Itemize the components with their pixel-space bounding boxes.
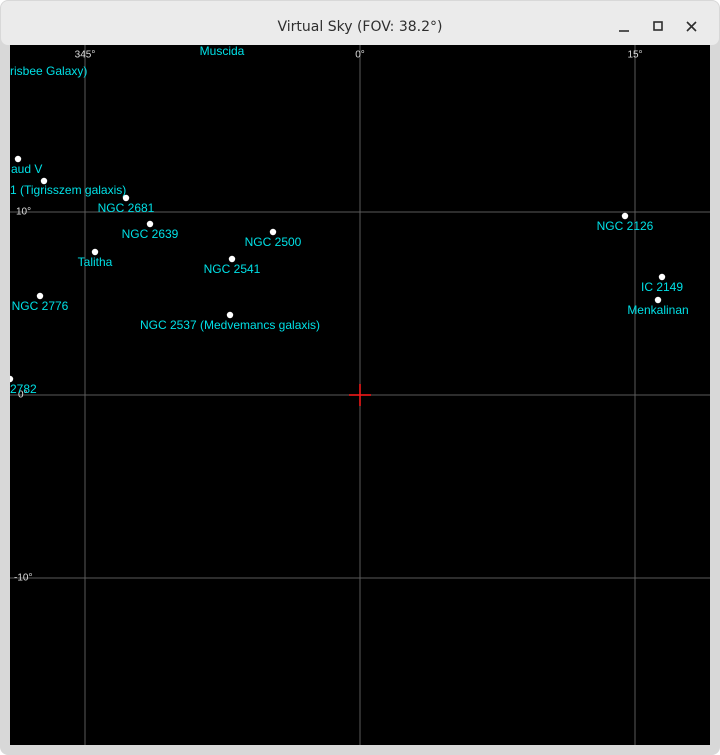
object-label: NGC 2681 xyxy=(98,201,155,215)
object-label: Menkalinan xyxy=(627,303,688,317)
ra-label: 345° xyxy=(75,50,96,61)
star-marker xyxy=(10,375,14,383)
object-label: risbee Galaxy) xyxy=(10,64,87,78)
object-label: NGC 2541 xyxy=(204,262,261,276)
object-label: NGC 2537 (Medvemancs galaxis) xyxy=(140,318,320,332)
star-marker xyxy=(91,248,99,256)
object-label: aud V xyxy=(11,162,42,176)
object-label: 1 (Tigrisszem galaxis) xyxy=(10,183,126,197)
dec-label: 10° xyxy=(16,207,31,218)
object-label: NGC 2639 xyxy=(122,227,179,241)
dec-label: -10° xyxy=(14,573,32,584)
star-marker xyxy=(122,194,130,202)
star-marker xyxy=(226,311,234,319)
star-marker xyxy=(40,177,48,185)
star-marker xyxy=(146,220,154,228)
object-label: IC 2149 xyxy=(641,280,683,294)
star-marker xyxy=(658,273,666,281)
ra-label: 15° xyxy=(627,50,642,61)
star-marker xyxy=(621,212,629,220)
close-button[interactable] xyxy=(686,21,697,32)
star-marker xyxy=(228,255,236,263)
title-bar xyxy=(1,1,719,45)
object-label: 2782 xyxy=(10,382,37,396)
star-marker xyxy=(14,155,22,163)
object-label: NGC 2776 xyxy=(12,299,69,313)
sky-content: 345° 0° 15° 10° 0° -10° Muscida risbee Galaxy) a… xyxy=(10,44,710,745)
star-marker xyxy=(269,228,277,236)
maximize-button[interactable] xyxy=(653,21,663,31)
ra-label: 0° xyxy=(355,50,365,61)
window-title: Virtual Sky (FOV: 38.2°) xyxy=(278,19,443,35)
object-label: NGC 2500 xyxy=(245,235,302,249)
star-marker xyxy=(36,292,44,300)
star-marker xyxy=(654,296,662,304)
object-label: NGC 2126 xyxy=(597,219,654,233)
dec-label: 0° xyxy=(18,390,28,401)
object-label: Muscida xyxy=(200,44,245,58)
object-label: Talitha xyxy=(78,255,113,269)
crosshair xyxy=(349,384,371,406)
